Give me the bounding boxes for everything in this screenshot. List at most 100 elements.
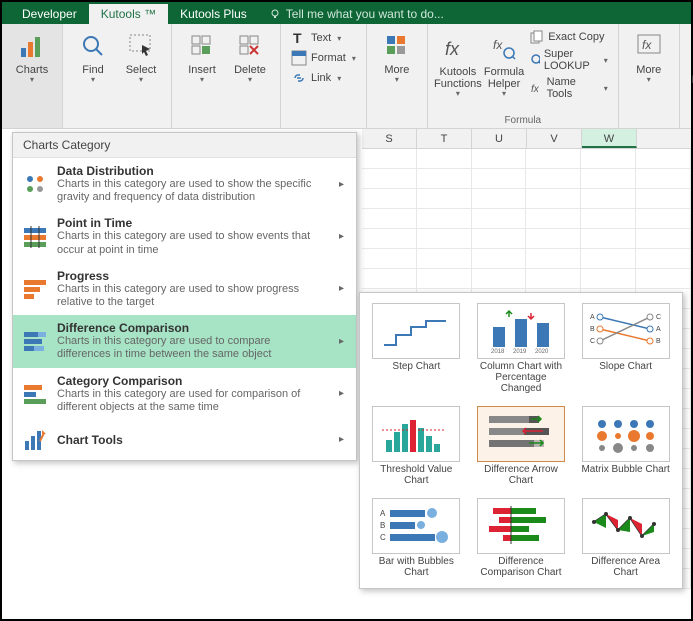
charts-button[interactable]: Charts▾ xyxy=(8,28,56,87)
tell-me[interactable]: Tell me what you want to do... xyxy=(259,4,454,24)
cell[interactable] xyxy=(526,189,581,208)
cell[interactable] xyxy=(362,149,417,168)
svg-text:2019: 2019 xyxy=(513,349,527,355)
cell[interactable] xyxy=(636,249,691,268)
cell[interactable] xyxy=(472,229,527,248)
cell[interactable] xyxy=(472,209,527,228)
more-button[interactable]: More▾ xyxy=(373,28,421,87)
cell[interactable] xyxy=(362,249,417,268)
rerun-button[interactable]: Re-run last utiliti xyxy=(686,28,693,88)
category-chart-tools[interactable]: Chart Tools▸ xyxy=(13,420,356,460)
tab-kutoolsplus[interactable]: Kutools Plus xyxy=(168,4,259,24)
cell[interactable] xyxy=(581,269,636,288)
chart-option-matrix-bubble-chart[interactable]: Matrix Bubble Chart xyxy=(575,402,676,490)
col-header[interactable]: S xyxy=(362,129,417,148)
col-header[interactable]: U xyxy=(472,129,527,148)
chart-option-difference-arrow-chart[interactable]: Difference Arrow Chart xyxy=(471,402,572,490)
category-icon xyxy=(21,380,49,408)
chart-option-slope-chart[interactable]: ABCCABSlope Chart xyxy=(575,299,676,398)
select-button[interactable]: Select▾ xyxy=(117,28,165,87)
format-button[interactable]: Format▾ xyxy=(287,48,360,68)
col-header[interactable]: T xyxy=(417,129,472,148)
chart-thumbnail: ABC xyxy=(372,498,460,554)
cell[interactable] xyxy=(581,169,636,188)
category-progress[interactable]: ProgressCharts in this category are used… xyxy=(13,263,356,315)
formula-helper-icon: fx xyxy=(488,32,520,64)
chart-option-threshold-value-chart[interactable]: Threshold Value Chart xyxy=(366,402,467,490)
cell[interactable] xyxy=(636,169,691,188)
cell[interactable] xyxy=(417,249,472,268)
cell[interactable] xyxy=(636,229,691,248)
svg-text:A: A xyxy=(590,314,595,321)
more2-button[interactable]: fxMore▾ xyxy=(625,28,673,87)
chart-option-bar-with-bubbles-chart[interactable]: ABCBar with Bubbles Chart xyxy=(366,494,467,582)
cell[interactable] xyxy=(526,269,581,288)
cell[interactable] xyxy=(636,209,691,228)
cell[interactable] xyxy=(362,189,417,208)
link-button[interactable]: Link▾ xyxy=(287,68,360,88)
col-header-selected[interactable]: W xyxy=(582,129,637,148)
text-button[interactable]: TText▾ xyxy=(287,28,360,48)
super-lookup-button[interactable]: Super LOOKUP▾ xyxy=(526,46,612,74)
insert-button[interactable]: Insert▾ xyxy=(178,28,226,87)
cell[interactable] xyxy=(417,209,472,228)
cell[interactable] xyxy=(362,229,417,248)
chart-option-label: Bar with Bubbles Chart xyxy=(370,556,462,578)
cell[interactable] xyxy=(472,249,527,268)
chart-option-difference-comparison-chart[interactable]: Difference Comparison Chart xyxy=(471,494,572,582)
cell[interactable] xyxy=(417,149,472,168)
grid-row xyxy=(362,249,691,269)
chart-option-column-chart-with-percentage-changed[interactable]: 201820192020Column Chart with Percentage… xyxy=(471,299,572,398)
tab-developer[interactable]: Developer xyxy=(10,4,89,24)
cell[interactable] xyxy=(417,169,472,188)
svg-text:A: A xyxy=(380,509,386,518)
find-button[interactable]: Find▾ xyxy=(69,28,117,87)
cell[interactable] xyxy=(526,169,581,188)
cell[interactable] xyxy=(472,149,527,168)
formula-helper-button[interactable]: fxFormula Helper▾ xyxy=(482,28,526,102)
col-header[interactable]: V xyxy=(527,129,582,148)
cell[interactable] xyxy=(636,149,691,168)
cell[interactable] xyxy=(636,269,691,288)
cell[interactable] xyxy=(472,269,527,288)
cell[interactable] xyxy=(581,149,636,168)
cell[interactable] xyxy=(581,229,636,248)
cell[interactable] xyxy=(472,189,527,208)
cell[interactable] xyxy=(417,229,472,248)
cell[interactable] xyxy=(362,209,417,228)
cell[interactable] xyxy=(526,249,581,268)
cell[interactable] xyxy=(362,269,417,288)
exact-copy-button[interactable]: Exact Copy xyxy=(526,28,612,46)
cell[interactable] xyxy=(417,189,472,208)
category-icon xyxy=(21,275,49,303)
kutools-functions-button[interactable]: fxKutools Functions▾ xyxy=(434,28,482,102)
category-point-in-time[interactable]: Point in TimeCharts in this category are… xyxy=(13,210,356,262)
chart-option-step-chart[interactable]: Step Chart xyxy=(366,299,467,398)
fx-more-icon: fx xyxy=(633,30,665,62)
cell[interactable] xyxy=(526,229,581,248)
cell[interactable] xyxy=(362,169,417,188)
category-title: Point in Time xyxy=(57,216,327,230)
category-category-comparison[interactable]: Category ComparisonCharts in this catego… xyxy=(13,368,356,420)
name-tools-button[interactable]: fxName Tools▾ xyxy=(526,74,612,102)
cell[interactable] xyxy=(636,189,691,208)
chart-option-label: Difference Comparison Chart xyxy=(475,556,567,578)
cell[interactable] xyxy=(581,189,636,208)
formula-group-label: Formula xyxy=(434,113,612,126)
format-icon xyxy=(291,50,307,66)
category-difference-comparison[interactable]: Difference ComparisonCharts in this cate… xyxy=(13,315,356,367)
tab-kutools[interactable]: Kutools ™ xyxy=(89,4,168,24)
grid-row xyxy=(362,189,691,209)
delete-button[interactable]: Delete▾ xyxy=(226,28,274,87)
cell[interactable] xyxy=(472,169,527,188)
chart-option-difference-area-chart[interactable]: Difference Area Chart xyxy=(575,494,676,582)
cell[interactable] xyxy=(526,209,581,228)
submenu-arrow-icon: ▸ xyxy=(335,231,348,242)
column-headers: S T U V W xyxy=(362,129,691,149)
cell[interactable] xyxy=(417,269,472,288)
cell[interactable] xyxy=(526,149,581,168)
cell[interactable] xyxy=(581,249,636,268)
cell[interactable] xyxy=(581,209,636,228)
select-icon xyxy=(125,30,157,62)
category-data-distribution[interactable]: Data DistributionCharts in this category… xyxy=(13,158,356,210)
